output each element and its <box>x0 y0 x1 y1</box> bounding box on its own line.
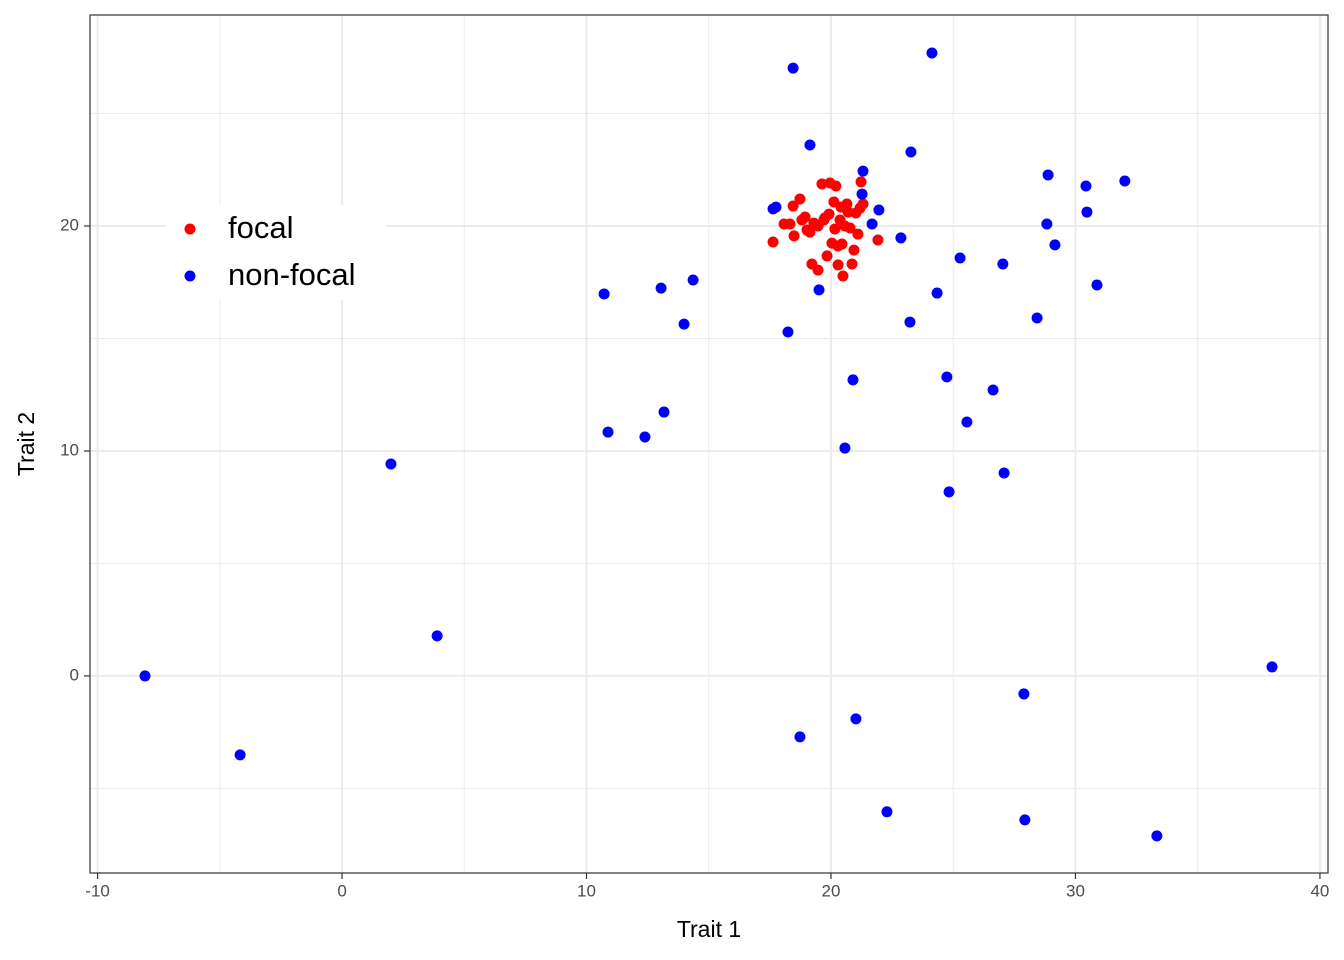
point <box>881 806 893 818</box>
point <box>234 749 246 761</box>
x-tick-label: 0 <box>337 881 346 900</box>
x-tick-label: 40 <box>1310 881 1329 900</box>
point <box>639 431 651 443</box>
point <box>830 180 842 192</box>
point <box>1042 169 1054 181</box>
point <box>813 284 825 296</box>
point <box>846 258 858 270</box>
point <box>1151 830 1163 842</box>
point <box>905 146 917 158</box>
point <box>836 238 848 250</box>
x-tick-label: 30 <box>1066 881 1085 900</box>
point <box>812 264 824 276</box>
point <box>787 200 799 212</box>
point <box>872 234 884 246</box>
point <box>1041 218 1053 230</box>
point <box>804 226 816 238</box>
point <box>655 282 667 294</box>
x-tick-label: 10 <box>577 881 596 900</box>
point <box>841 198 853 210</box>
point <box>687 274 699 286</box>
point <box>1049 239 1061 251</box>
point <box>598 288 610 300</box>
point <box>821 250 833 262</box>
point <box>1266 661 1278 673</box>
point <box>816 178 828 190</box>
y-axis-title: Trait 2 <box>13 412 39 476</box>
legend-label: non-focal <box>228 257 356 292</box>
point <box>788 230 800 242</box>
point <box>926 47 938 59</box>
y-tick-label: 0 <box>70 665 79 684</box>
point <box>139 670 151 682</box>
point <box>1080 180 1092 192</box>
point <box>1031 312 1043 324</box>
point <box>832 259 844 271</box>
point <box>850 713 862 725</box>
point <box>804 139 816 151</box>
legend-key <box>184 270 196 282</box>
point <box>782 326 794 338</box>
point <box>954 252 966 264</box>
panel-border <box>89 14 1329 874</box>
point <box>770 201 782 213</box>
point <box>847 374 859 386</box>
point <box>794 731 806 743</box>
point <box>998 467 1010 479</box>
point <box>799 211 811 223</box>
point <box>839 442 851 454</box>
point <box>895 232 907 244</box>
legend-background <box>166 205 386 300</box>
point <box>385 458 397 470</box>
y-tick-label: 20 <box>60 215 79 234</box>
point <box>855 176 867 188</box>
point <box>1091 279 1103 291</box>
point <box>961 416 973 428</box>
point <box>873 204 885 216</box>
point <box>857 198 869 210</box>
point <box>856 188 868 200</box>
point <box>904 316 916 328</box>
point <box>997 258 1009 270</box>
point <box>818 214 830 226</box>
point <box>857 165 869 177</box>
point <box>848 244 860 256</box>
point <box>1019 814 1031 826</box>
point <box>837 270 849 282</box>
point <box>794 193 806 205</box>
point <box>1018 688 1030 700</box>
x-tick-label: -10 <box>85 881 110 900</box>
legend-label: focal <box>228 210 293 245</box>
legend-key <box>184 223 196 235</box>
point <box>431 630 443 642</box>
point <box>602 426 614 438</box>
point <box>829 223 841 235</box>
point <box>1119 175 1131 187</box>
point <box>844 222 856 234</box>
point <box>941 371 953 383</box>
point <box>943 486 955 498</box>
point <box>1081 206 1093 218</box>
point <box>678 318 690 330</box>
point <box>852 228 864 240</box>
point <box>658 406 670 418</box>
x-tick-label: 20 <box>822 881 841 900</box>
point <box>787 62 799 74</box>
point <box>784 218 796 230</box>
point <box>987 384 999 396</box>
point <box>866 218 878 230</box>
y-tick-label: 10 <box>60 440 79 459</box>
x-axis-title: Trait 1 <box>677 916 741 942</box>
point <box>767 236 779 248</box>
point <box>931 287 943 299</box>
